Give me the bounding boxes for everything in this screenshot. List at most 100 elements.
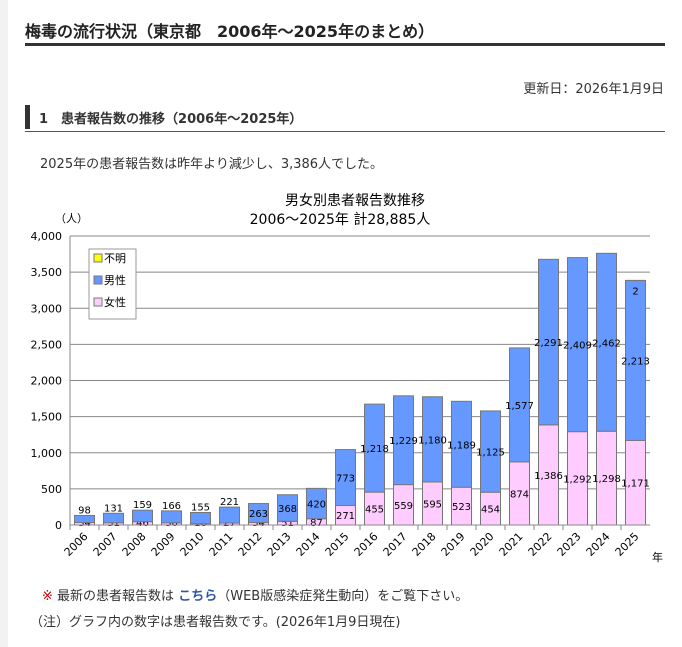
bar-male [306,487,327,520]
data-label: 46 [136,518,149,529]
bar-male [335,449,356,506]
y-tick-label: 0 [55,519,62,532]
bar-male [567,257,588,433]
data-label: 773 [336,473,355,484]
data-label: 166 [162,501,181,512]
bar-male [248,503,269,524]
data-label: 159 [133,500,152,511]
data-label: 1,171 [621,479,650,490]
data-label: 1,125 [476,448,505,459]
data-label: 1,298 [592,474,621,485]
bar-male [422,396,443,483]
page-title: 梅毒の流行状況（東京都 2006年～2025年のまとめ） [25,22,435,41]
x-tick-label: 2013 [265,530,294,559]
bar-male [74,514,95,524]
title-divider [25,43,665,46]
x-tick-label: 2010 [178,530,207,559]
data-label: 2,213 [621,356,650,367]
note-mark: ※ [42,589,53,604]
data-label: 454 [481,505,500,516]
section-marker [25,105,30,129]
data-label: 595 [423,500,442,511]
updated-date: 更新日：2026年1月9日 [523,82,664,97]
y-tick-label: 2,000 [31,375,63,388]
bar-male [103,512,124,524]
bar-male [161,510,182,524]
x-tick-label: 2025 [613,530,642,559]
x-tick-label: 2023 [555,530,584,559]
x-tick-label: 2009 [149,530,178,559]
bar-male [538,258,559,426]
x-tick-label: 2006 [62,530,91,559]
bar-male [480,410,501,493]
x-tick-label: 2018 [410,530,439,559]
x-tick-label: 2021 [497,530,526,559]
x-tick-label: 2012 [236,530,265,559]
x-tick-label: 2008 [120,530,149,559]
data-label: 1,292 [563,474,592,485]
bar-male [219,506,240,524]
y-tick-label: 1,000 [31,447,63,460]
bar-male [364,403,385,493]
data-label: 559 [394,501,413,512]
data-label: 155 [191,503,210,514]
legend-label: 女性 [104,295,126,309]
x-tick-label: 2020 [468,530,497,559]
data-label: 31 [107,518,120,529]
data-label: 98 [78,505,91,516]
section-title: 1 患者報告数の推移（2006年～2025年） [39,112,303,127]
y-tick-label: 3,500 [31,266,63,279]
data-label: 1,229 [389,436,418,447]
latest-note: ※ 最新の患者報告数は こちら（WEB版感染症発生動向）をご覧下さい。 [42,585,468,604]
legend-label: 不明 [104,252,126,265]
legend-swatch [93,275,103,285]
x-tick-label: 2019 [439,530,468,559]
bar-male [509,347,530,463]
x-tick-label: 2011 [207,530,236,559]
data-label: 34 [78,518,91,529]
x-tick-label: 2017 [381,530,410,559]
x-tick-label: 2022 [526,530,555,559]
data-label: 263 [249,509,268,520]
bar-male [393,395,414,486]
note-text: 最新の患者報告数は [57,589,175,604]
data-label: 1,386 [534,471,563,482]
data-label: 51 [281,518,294,529]
data-label: 87 [310,518,323,529]
bar-male [190,512,211,525]
y-tick-label: 4,000 [31,230,63,243]
data-label: 34 [252,518,265,529]
data-label: 1,218 [360,444,389,455]
data-label: 420 [307,500,326,511]
x-tick-label: 2016 [352,530,381,559]
legend-swatch [93,253,103,263]
lead-text: 2025年の患者報告数は昨年より減少し、3,386人でした。 [40,157,384,172]
x-tick-label: 2007 [91,530,120,559]
data-label: 221 [220,497,239,508]
bar-male [451,400,472,488]
bar-chart: 男女別患者報告数推移 2006～2025年 計28,885人 （人） 0 500 1,00… [31,192,664,564]
section-header: 1 患者報告数の推移（2006年～2025年） [25,105,665,132]
data-label: 1,189 [447,440,476,451]
x-tick-label: 2014 [294,530,323,559]
y-tick-label: 3,000 [31,302,63,315]
data-label: 368 [278,504,297,515]
bar-male [596,252,617,432]
x-axis-label: 年 [652,550,663,564]
bar-male [132,509,153,523]
data-label: 1,577 [505,401,534,412]
data-label: 30 [165,518,178,529]
x-tick-label: 2015 [323,530,352,559]
data-label: 131 [104,503,123,514]
data-label: 1,180 [418,435,447,446]
data-label: 874 [510,489,529,500]
data-label: 2,409 [563,341,592,352]
x-tick-label: 2024 [584,530,613,559]
data-label: 2,291 [534,338,563,349]
kochira-link[interactable]: こちら [178,589,218,604]
page-edge [0,0,8,647]
data-label: 455 [365,505,384,516]
data-label: 2,462 [592,338,621,349]
chart-subtitle: 2006～2025年 計28,885人 [250,212,431,228]
chart-title: 男女別患者報告数推移 [285,192,425,209]
